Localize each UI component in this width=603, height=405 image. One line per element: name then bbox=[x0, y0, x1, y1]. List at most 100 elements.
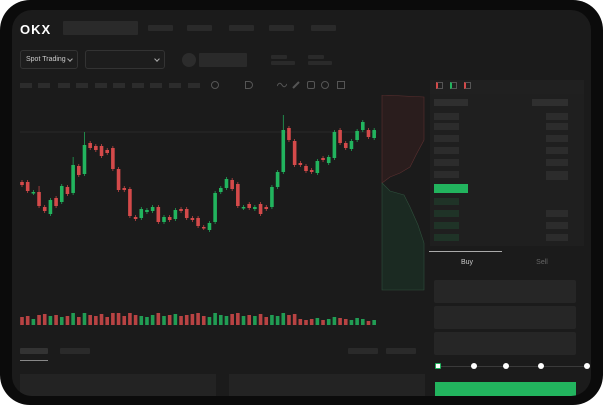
ask-price bbox=[434, 147, 459, 154]
candle bbox=[349, 141, 354, 149]
tab-order-history[interactable] bbox=[60, 348, 90, 354]
candle bbox=[355, 131, 359, 140]
candle bbox=[241, 207, 246, 209]
volume-bar bbox=[304, 320, 308, 325]
slider-handle[interactable] bbox=[435, 363, 441, 369]
timeframe-button[interactable] bbox=[169, 83, 181, 88]
timeframe-button[interactable] bbox=[20, 83, 32, 88]
chevron-down-icon bbox=[67, 56, 73, 62]
volume-bar bbox=[54, 315, 58, 325]
coin-icon bbox=[182, 53, 196, 67]
tab-sell[interactable]: Sell bbox=[536, 259, 548, 266]
orderbook-view-asks-icon[interactable] bbox=[464, 82, 471, 89]
candle bbox=[37, 192, 41, 206]
slider-stop-75[interactable] bbox=[538, 363, 544, 369]
nav-item[interactable] bbox=[148, 25, 173, 31]
volume-bar bbox=[236, 313, 240, 325]
timeframe-button[interactable] bbox=[38, 83, 50, 88]
pair-dropdown[interactable] bbox=[85, 50, 165, 69]
indicator-icon[interactable] bbox=[211, 81, 219, 89]
orderbook-header-label bbox=[434, 99, 468, 106]
nav-item[interactable] bbox=[229, 25, 254, 31]
volume-bar bbox=[99, 314, 104, 325]
tab-open-orders[interactable] bbox=[20, 348, 48, 354]
timeframe-button[interactable] bbox=[132, 83, 144, 88]
okx-logo: OKX bbox=[20, 22, 52, 37]
volume-bar bbox=[145, 317, 149, 325]
ask-size bbox=[546, 123, 568, 130]
chevron-down-icon bbox=[154, 56, 160, 62]
app-screen: OKX Spot Trading Buy Sell bbox=[12, 10, 591, 396]
candle bbox=[71, 165, 75, 193]
slider-stop-50[interactable] bbox=[503, 363, 509, 369]
volume-bar bbox=[355, 318, 359, 325]
timeframe-button[interactable] bbox=[95, 83, 107, 88]
volume-bar bbox=[82, 313, 87, 325]
candle bbox=[372, 130, 376, 138]
ask-price bbox=[434, 171, 459, 178]
stat-placeholder bbox=[271, 61, 295, 65]
volume-bar bbox=[122, 316, 127, 325]
stat-placeholder bbox=[308, 61, 332, 65]
volume-bar bbox=[315, 318, 320, 325]
timeframe-button[interactable] bbox=[188, 83, 200, 88]
percent-slider-track[interactable] bbox=[438, 366, 588, 367]
volume-bar bbox=[156, 313, 161, 325]
buy-button[interactable] bbox=[435, 382, 576, 396]
volume-bar bbox=[162, 316, 166, 325]
tab-buy[interactable]: Buy bbox=[460, 259, 474, 266]
timeframe-button[interactable] bbox=[76, 83, 88, 88]
amount-input[interactable] bbox=[434, 306, 576, 329]
volume-bar bbox=[338, 318, 342, 325]
volume-bar bbox=[173, 314, 178, 325]
last-price-bar bbox=[434, 184, 468, 193]
orderbook-view-both-icon[interactable] bbox=[436, 82, 443, 89]
nav-item[interactable] bbox=[187, 25, 212, 31]
volume-bar bbox=[94, 316, 98, 325]
timeframe-button[interactable] bbox=[113, 83, 125, 88]
camera-icon[interactable] bbox=[307, 81, 315, 89]
timeframe-button[interactable] bbox=[150, 83, 162, 88]
ruler-icon[interactable] bbox=[292, 81, 300, 89]
fullscreen-icon[interactable] bbox=[337, 81, 345, 89]
stat-placeholder bbox=[308, 55, 324, 59]
candle bbox=[332, 132, 337, 158]
price-input[interactable] bbox=[434, 280, 576, 303]
volume-bar bbox=[366, 321, 371, 325]
volume-bar bbox=[150, 315, 155, 325]
volume-bar bbox=[88, 315, 92, 325]
candle bbox=[139, 209, 144, 218]
nav-item[interactable] bbox=[311, 25, 336, 31]
ask-size bbox=[546, 135, 568, 142]
volume-bar bbox=[37, 315, 41, 325]
candle bbox=[343, 143, 348, 148]
timeframe-button[interactable] bbox=[58, 83, 70, 88]
spot-trading-dropdown[interactable]: Spot Trading bbox=[20, 50, 78, 69]
candle bbox=[82, 145, 87, 174]
candle bbox=[190, 218, 195, 220]
candle bbox=[258, 204, 263, 214]
candle bbox=[99, 146, 104, 156]
volume-bar bbox=[287, 315, 291, 325]
volume-bar bbox=[59, 317, 64, 325]
volume-bar bbox=[321, 320, 325, 325]
candle bbox=[88, 143, 92, 148]
volume-bar bbox=[247, 315, 251, 325]
bid-price bbox=[434, 234, 459, 241]
candlestick-chart[interactable] bbox=[12, 92, 432, 332]
candle bbox=[361, 122, 365, 130]
nav-item[interactable] bbox=[269, 25, 294, 31]
line-icon[interactable] bbox=[277, 81, 287, 89]
volume-bar bbox=[224, 316, 229, 325]
settings-icon[interactable] bbox=[321, 81, 329, 89]
slider-stop-100[interactable] bbox=[584, 363, 590, 369]
ask-size bbox=[546, 173, 568, 180]
filter-button[interactable] bbox=[386, 348, 416, 354]
search-placeholder[interactable] bbox=[63, 21, 138, 35]
orderbook-view-bids-icon[interactable] bbox=[450, 82, 457, 89]
draw-icon[interactable] bbox=[245, 81, 253, 89]
orders-panel bbox=[20, 374, 216, 396]
total-input[interactable] bbox=[434, 332, 576, 355]
filter-button[interactable] bbox=[348, 348, 378, 354]
slider-stop-25[interactable] bbox=[471, 363, 477, 369]
